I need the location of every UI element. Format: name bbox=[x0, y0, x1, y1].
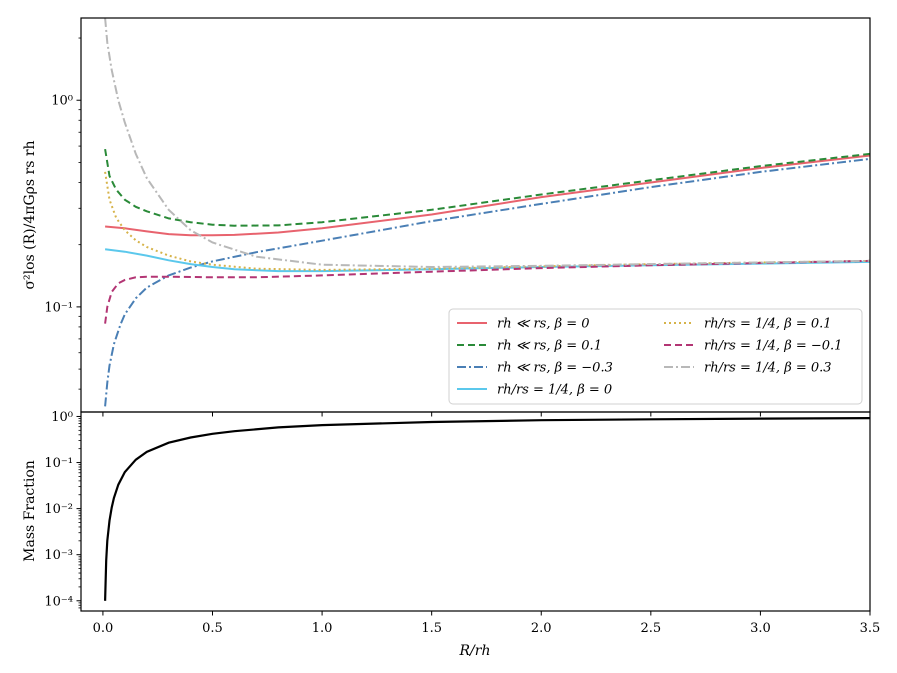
bottom-plot-frame bbox=[80, 411, 871, 612]
top-series-line-2 bbox=[104, 157, 871, 407]
x-tick-label: 1.5 bbox=[421, 621, 442, 636]
top-series-line-4 bbox=[104, 171, 871, 271]
top-y-axis-label: σ²los (R)/4πGρs rs rh bbox=[22, 140, 38, 289]
bottom-y-tick-label: 10⁻² bbox=[44, 502, 73, 517]
legend-items: rh ≪ rs, β = 0 rh ≪ rs, β = 0.1 rh ≪ rs, β… bbox=[457, 317, 842, 398]
bottom-y-tick-label: 10⁻⁴ bbox=[44, 594, 73, 609]
top-panel: 10⁻¹ 10⁰ σ²los (R)/4πGρs rs rh rh ≪ rs, β… bbox=[22, 17, 871, 417]
top-series-line-6 bbox=[104, 17, 871, 269]
x-tick-label: 0.0 bbox=[93, 621, 114, 636]
bottom-panel: 10⁻⁴ 10⁻³ 10⁻² 10⁻¹ 10⁰ 0.0 0.5 1.0 1.5 2.0 2.5 3.0… bbox=[22, 410, 880, 659]
top-series-line-3 bbox=[104, 248, 871, 273]
top-series-line-0 bbox=[105, 154, 871, 237]
top-curves bbox=[104, 17, 871, 407]
bottom-y-tick-label: 10⁻¹ bbox=[44, 456, 73, 471]
top-y-tick-label: 10⁻¹ bbox=[44, 300, 73, 315]
bottom-curves bbox=[104, 417, 871, 601]
x-tick-label: 3.5 bbox=[860, 621, 881, 636]
bottom-y-tick-label: 10⁻³ bbox=[44, 548, 73, 563]
x-tick-label: 2.5 bbox=[640, 621, 661, 636]
legend-label: rh/rs = 1/4, β = 0 bbox=[497, 383, 612, 398]
bottom-y-axis-label: Mass Fraction bbox=[22, 460, 38, 562]
x-axis-label: R/rh bbox=[459, 643, 491, 659]
legend-label: rh/rs = 1/4, β = −0.1 bbox=[704, 339, 842, 354]
legend-label: rh ≪ rs, β = −0.3 bbox=[497, 361, 613, 376]
top-series-line-5 bbox=[104, 259, 871, 324]
legend-label: rh ≪ rs, β = 0 bbox=[497, 317, 590, 332]
top-ticks: 10⁻¹ 10⁰ bbox=[44, 37, 871, 417]
bottom-y-tick-label: 10⁰ bbox=[51, 410, 73, 425]
bottom-series-line-0 bbox=[104, 417, 871, 601]
legend-box bbox=[448, 308, 863, 405]
legend-label: rh/rs = 1/4, β = 0.1 bbox=[704, 317, 832, 332]
bottom-ticks: 10⁻⁴ 10⁻³ 10⁻² 10⁻¹ 10⁰ 0.0 0.5 1.0 1.5 2.0 2.5 3.0… bbox=[44, 410, 880, 636]
x-tick-label: 3.0 bbox=[750, 621, 771, 636]
legend: rh ≪ rs, β = 0 rh ≪ rs, β = 0.1 rh ≪ rs, β… bbox=[448, 308, 863, 405]
top-series-line-1 bbox=[104, 148, 871, 227]
top-y-tick-label: 10⁰ bbox=[51, 94, 73, 109]
x-tick-label: 1.0 bbox=[312, 621, 333, 636]
legend-label: rh ≪ rs, β = 0.1 bbox=[497, 339, 602, 354]
legend-label: rh/rs = 1/4, β = 0.3 bbox=[704, 361, 832, 376]
x-tick-label: 2.0 bbox=[531, 621, 552, 636]
x-tick-label: 0.5 bbox=[202, 621, 223, 636]
